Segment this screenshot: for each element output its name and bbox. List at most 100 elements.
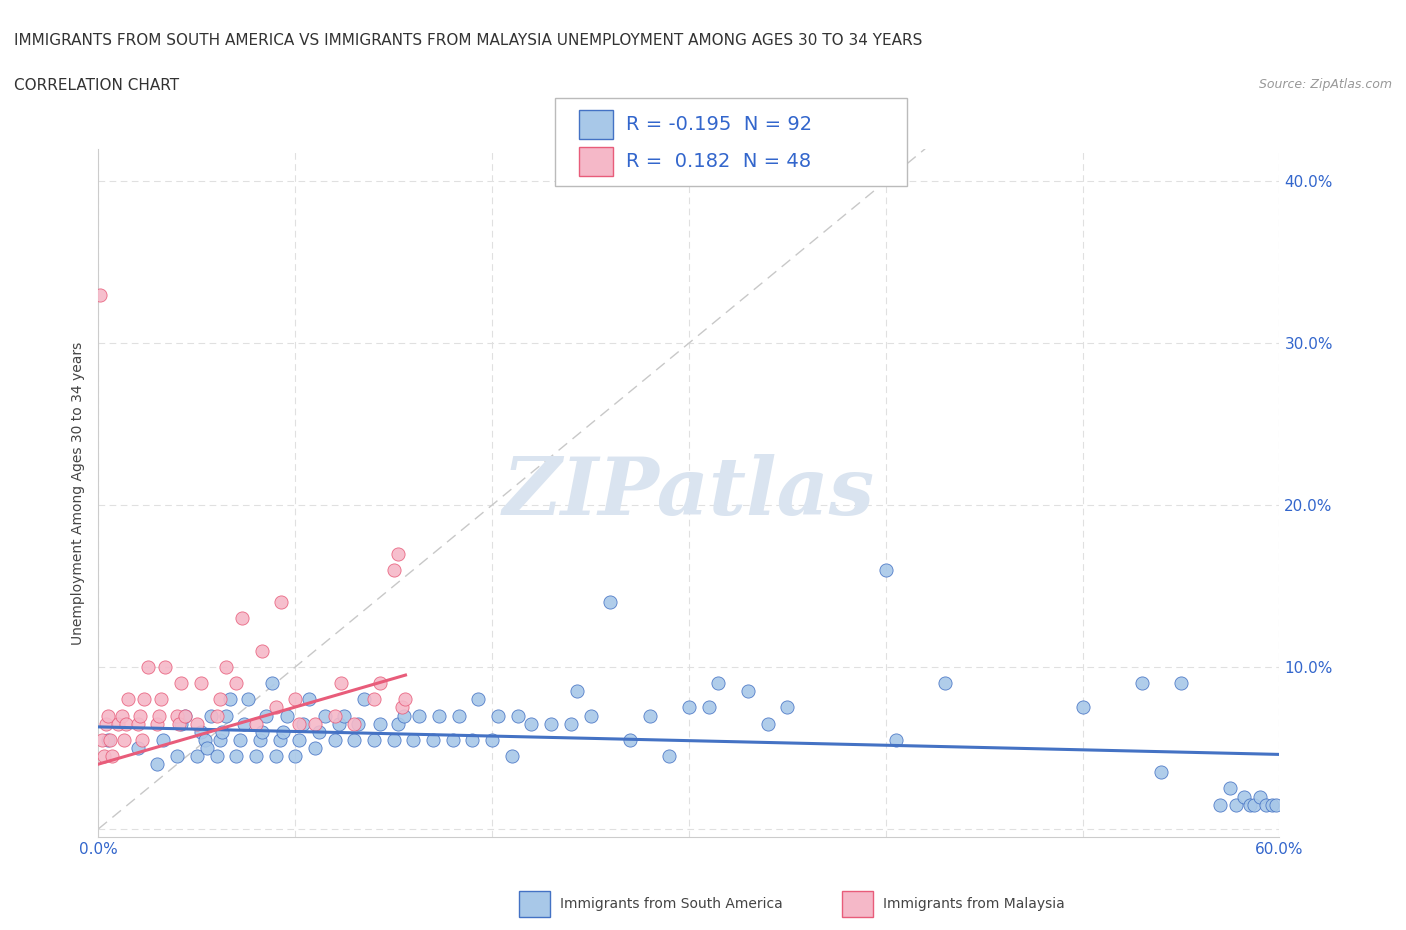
Point [195,740,218,755]
Point [441,733,464,748]
Point [737,684,759,698]
Point [250,644,273,658]
Point [273,724,295,739]
Point [1233,789,1256,804]
Point [264,700,287,715]
Point [697,700,720,715]
Point [136,659,159,674]
Point [292,716,315,731]
Point [209,692,232,707]
Point [209,733,232,748]
Point [98,733,121,748]
Point [96,716,118,731]
Point [131,733,153,748]
Point [215,708,238,723]
Point [132,692,155,707]
Text: Immigrants from Malaysia: Immigrants from Malaysia [883,897,1064,911]
Point [194,733,217,748]
Point [107,716,129,731]
Point [599,595,621,610]
Point [264,749,287,764]
Point [314,708,336,723]
Point [481,733,503,748]
Point [343,733,366,748]
Point [323,708,346,723]
Point [1243,797,1265,812]
Point [368,676,391,691]
Point [579,708,602,723]
Point [387,716,409,731]
Point [1150,764,1173,779]
Point [658,749,681,764]
Point [190,676,212,691]
Point [560,716,582,731]
Point [146,716,169,731]
Point [127,716,149,731]
Point [1130,676,1153,691]
Point [150,692,173,707]
Point [170,716,193,731]
Point [1219,781,1241,796]
Point [93,749,115,764]
Point [402,733,425,748]
Point [1071,700,1094,715]
Point [254,708,277,723]
Point [363,733,385,748]
Point [1260,797,1282,812]
Point [231,611,253,626]
Point [174,708,197,723]
Y-axis label: Unemployment Among Ages 30 to 34 years: Unemployment Among Ages 30 to 34 years [72,341,86,644]
Point [284,749,307,764]
Point [270,595,292,610]
Point [427,708,450,723]
Point [382,563,405,578]
Point [1249,789,1271,804]
Point [368,716,391,731]
Point [486,708,509,723]
Point [323,733,346,748]
Point [215,659,238,674]
Point [205,749,228,764]
Point [166,749,188,764]
Point [1209,797,1232,812]
Point [347,716,370,731]
Point [112,733,135,748]
Point [408,708,430,723]
Point [304,716,326,731]
Point [506,708,529,723]
Point [170,676,193,691]
Point [387,546,409,561]
Point [101,749,124,764]
Point [884,733,907,748]
Point [638,708,661,723]
Point [260,676,283,691]
Point [127,740,149,755]
Point [115,716,138,731]
Point [565,684,588,698]
Point [298,692,321,707]
Point [190,724,212,739]
Point [501,749,523,764]
Point [148,708,170,723]
Point [211,724,233,739]
Point [304,740,326,755]
Point [447,708,470,723]
Point [245,716,267,731]
Point [1225,797,1247,812]
Point [155,659,177,674]
Point [1239,797,1261,812]
Point [520,716,543,731]
Point [288,733,311,748]
Point [205,708,228,723]
Point [245,749,267,764]
Point [422,733,444,748]
Point [167,716,190,731]
Point [219,692,242,707]
Point [174,708,197,723]
Point [225,749,247,764]
Point [707,676,730,691]
Point [363,692,385,707]
Point [328,716,350,731]
Text: CORRELATION CHART: CORRELATION CHART [14,78,179,93]
Point [250,724,273,739]
